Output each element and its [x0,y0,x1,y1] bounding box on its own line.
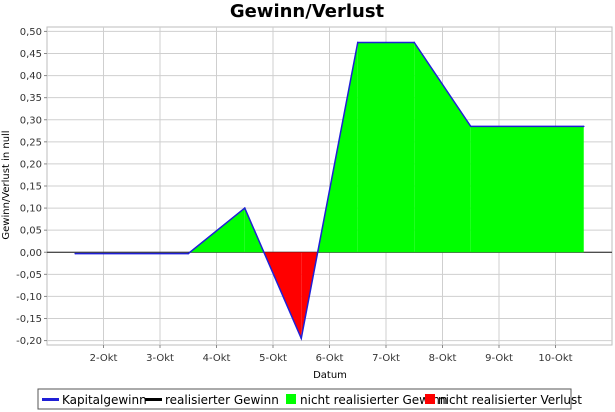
legend-swatch [425,394,435,404]
y-tick-label: 0,40 [20,71,42,82]
kapitalgewinn-point [243,207,246,209]
chart-title: Gewinn/Verlust [230,1,385,22]
x-tick-label: 5-Okt [259,353,287,364]
x-axis-label: Datum [313,370,347,381]
legend-swatch [286,394,296,404]
kapitalgewinn-point [469,125,472,128]
kapitalgewinn-point [187,252,190,255]
kapitalgewinn-line [75,41,584,341]
legend: Kapitalgewinn realisierter Gewinn nicht re… [37,388,582,410]
unrealized-gain-area [470,126,584,253]
y-tick-label: 0,20 [20,159,42,170]
unrealized-gain-area [414,42,471,253]
y-tick-label: 0,25 [20,137,42,148]
y-tick-label: 0,50 [20,27,42,38]
legend-label: nicht realisierter Verlust [438,393,582,407]
legend-label: nicht realisierter Gewinn [300,393,448,407]
y-axis-label: Gewinn/Verlust in null [1,130,12,239]
y-tick-label: 0,30 [20,115,42,126]
x-tick-label: 10-Okt [538,353,572,364]
legend-label: realisierter Gewinn [165,393,279,407]
y-tick-label: 0,15 [20,182,42,193]
x-tick-label: 3-Okt [146,353,174,364]
kapitalgewinn-point [356,41,359,44]
y-tick-label: 0,00 [20,248,42,259]
unrealized-gain-area [357,42,415,253]
y-tick-label: 0,35 [20,93,42,104]
x-tick-label: 7-Okt [372,353,400,364]
x-tick-label: 2-Okt [90,353,118,364]
x-tick-label: 6-Okt [316,353,344,364]
y-tick-label: 0,05 [20,226,42,237]
x-tick-label: 8-Okt [429,353,457,364]
legend-box [37,388,572,410]
y-tick-label: -0,05 [16,270,42,281]
kapitalgewinn-point [413,41,416,44]
y-tick-label: -0,20 [16,336,42,347]
y-tick-label: -0,10 [16,292,42,303]
y-tick-label: -0,15 [16,314,42,325]
legend-label: Kapitalgewinn [62,393,147,407]
x-tick-label: 9-Okt [485,353,513,364]
kapitalgewinn-point [582,125,585,128]
y-tick-label: 0,45 [20,49,42,60]
y-tick-label: 0,10 [20,204,42,215]
x-tick-label: 4-Okt [203,353,231,364]
kapitalgewinn-point [300,337,303,340]
kapitalgewinn-point [74,252,77,255]
